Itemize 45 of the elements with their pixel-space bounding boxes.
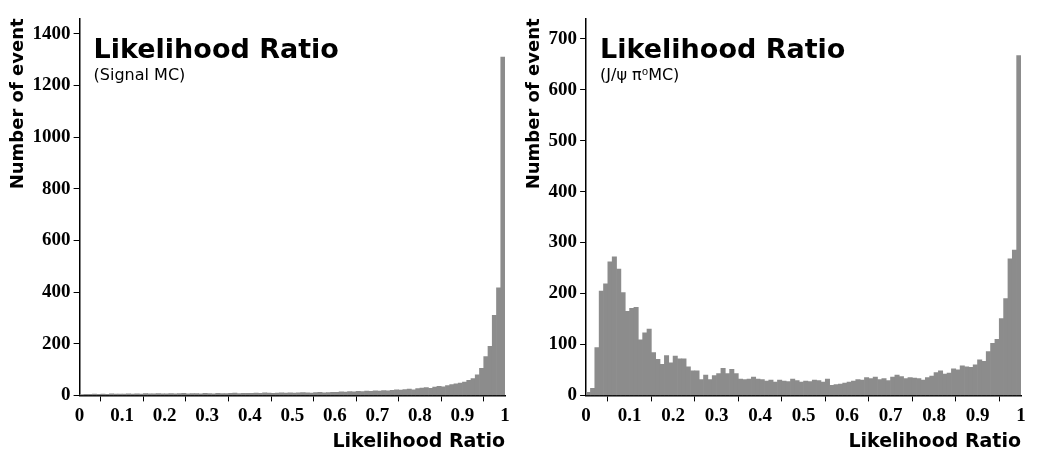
x-tick-label: 0.8 xyxy=(408,403,432,425)
y-axis-title: Number of event xyxy=(522,18,544,190)
y-tick-label: 1000 xyxy=(32,125,71,147)
x-tick-label: 0.6 xyxy=(322,403,347,425)
y-tick-label: 100 xyxy=(548,332,578,354)
x-tick-label: 0.8 xyxy=(922,403,946,425)
x-tick-label: 0.9 xyxy=(965,403,990,425)
y-tick-label: 600 xyxy=(42,228,71,250)
y-axis-title: Number of event xyxy=(6,18,28,190)
y-tick-label: 1400 xyxy=(32,21,71,43)
x-tick-label: 0.3 xyxy=(704,403,729,425)
x-tick-label: 0.5 xyxy=(280,403,305,425)
y-tick-label: 1200 xyxy=(32,73,71,95)
x-tick-label: 0.4 xyxy=(748,403,773,425)
x-tick-label: 0.2 xyxy=(661,403,685,425)
x-tick-label: 0.7 xyxy=(878,403,903,425)
x-tick-label: 0.9 xyxy=(450,403,475,425)
y-tick-label: 600 xyxy=(548,77,578,99)
y-tick-label: 0 xyxy=(567,383,578,405)
x-tick-label: 0.7 xyxy=(365,403,390,425)
x-tick-label: 0.5 xyxy=(791,403,816,425)
x-axis-title: Likelihood Ratio xyxy=(332,428,505,451)
x-tick-label: 0.2 xyxy=(152,403,177,425)
y-tick-label: 300 xyxy=(548,230,578,252)
y-tick-label: 800 xyxy=(42,176,71,198)
x-tick-label: 0.3 xyxy=(195,403,220,425)
text: Likelihood Ratio xyxy=(93,33,339,65)
text: Likelihood Ratio xyxy=(600,33,846,65)
x-axis-title: Likelihood Ratio xyxy=(848,428,1021,451)
y-tick-label: 200 xyxy=(42,331,71,353)
text: (Signal MC) xyxy=(93,65,186,85)
x-tick-label: 1 xyxy=(500,403,510,425)
x-tick-label: 0 xyxy=(74,403,85,425)
x-tick-label: 0.1 xyxy=(110,403,135,425)
x-tick-label: 1 xyxy=(1016,403,1026,425)
y-tick-label: 400 xyxy=(548,179,578,201)
y-tick-label: 200 xyxy=(548,281,578,303)
y-tick-label: 500 xyxy=(548,128,578,150)
x-tick-label: 0.4 xyxy=(237,403,263,425)
x-tick-label: 0.6 xyxy=(835,403,859,425)
y-tick-label: 0 xyxy=(61,383,71,405)
y-tick-label: 700 xyxy=(548,26,578,48)
x-tick-label: 0.1 xyxy=(617,403,642,425)
text: (J/ψ π⁰MC) xyxy=(600,65,680,85)
y-tick-label: 400 xyxy=(42,280,71,302)
